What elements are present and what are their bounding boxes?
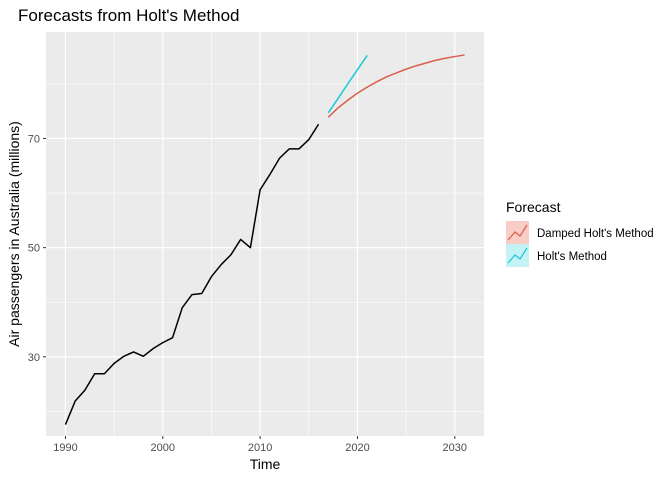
- y-axis-label: Air passengers in Australia (millions): [6, 121, 22, 347]
- damped-holt-s-method-line: [327, 54, 465, 118]
- legend-key-line: [507, 224, 528, 241]
- x-tick-label: 2020: [345, 442, 369, 454]
- legend-key-band: [506, 244, 529, 267]
- x-tick-label: 1990: [53, 442, 77, 454]
- y-tick-label: 30: [28, 352, 40, 364]
- holt-s-method-line: [327, 55, 368, 114]
- legend-key-band: [506, 221, 529, 244]
- major-gridlines: [46, 32, 484, 436]
- series-layer: [64, 54, 465, 425]
- legend-item-damped-holt-s-method: Damped Holt's Method: [506, 221, 654, 244]
- minor-gridlines: [46, 32, 484, 436]
- legend-item-holt-s-method: Holt's Method: [506, 244, 607, 267]
- x-tick-label: 2010: [248, 442, 272, 454]
- observed-series-line: [64, 123, 320, 425]
- legend-label: Damped Holt's Method: [537, 228, 654, 240]
- x-tick-label: 2030: [443, 442, 467, 454]
- legend-label: Holt's Method: [537, 251, 607, 263]
- x-tick-label: 2000: [151, 442, 175, 454]
- y-tick-label: 50: [28, 243, 40, 255]
- plot-panel: [46, 32, 484, 436]
- legend: Forecast Damped Holt's Method Holt's Meth…: [506, 199, 654, 267]
- y-axis-ticks: 30 50 70: [28, 133, 46, 364]
- legend-key-line: [507, 247, 528, 264]
- x-axis-label: Time: [250, 456, 281, 472]
- y-tick-label: 70: [28, 133, 40, 145]
- legend-title: Forecast: [506, 199, 561, 215]
- x-axis-ticks: 1990 2000 2010 2020 2030: [53, 436, 467, 454]
- chart-title: Forecasts from Holt's Method: [18, 6, 239, 25]
